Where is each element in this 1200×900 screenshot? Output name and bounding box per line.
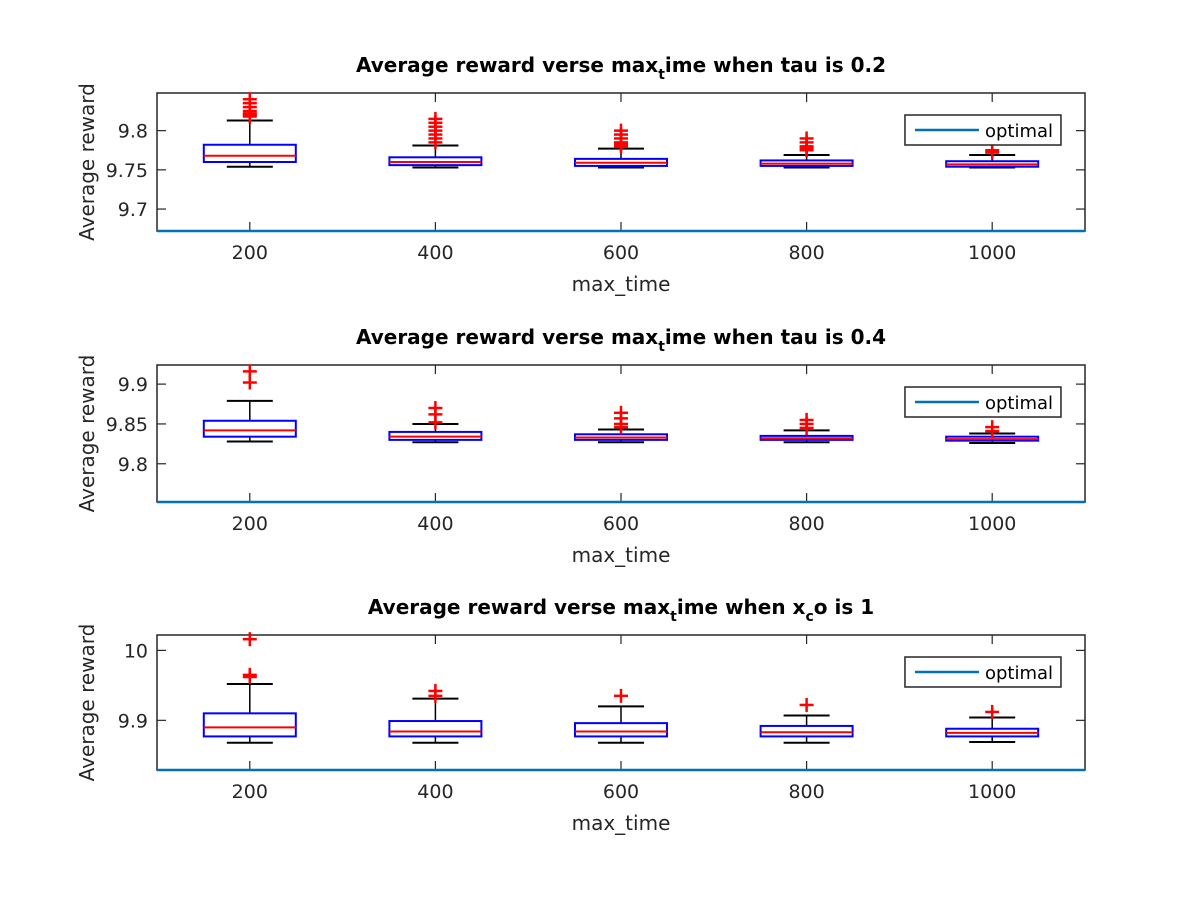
y-axis-label: Average reward	[75, 624, 99, 782]
box-1000	[945, 704, 1040, 744]
x-tick-label: 200	[232, 242, 268, 264]
chart-title-part: o is 1	[814, 595, 874, 619]
x-tick-label: 600	[603, 781, 639, 803]
legend-frame	[904, 114, 1062, 146]
chart-title-subscript: t	[658, 339, 665, 355]
x-axis-label: max_time	[572, 272, 671, 296]
x-tick-label: 600	[603, 242, 639, 264]
y-tick-label: 9.8	[118, 121, 148, 143]
outlier-point	[799, 412, 814, 427]
y-tick-label: 9.7	[118, 199, 148, 221]
legend-frame	[904, 386, 1062, 418]
box-800	[759, 412, 854, 444]
chart-title-part: Average reward verse max	[368, 595, 670, 619]
outlier-point	[985, 420, 1000, 435]
box-800	[759, 697, 854, 744]
x-tick-label: 800	[788, 513, 824, 535]
chart-title-part: ime when tau is 0.2	[665, 53, 886, 77]
legend: optimal	[904, 386, 1062, 418]
legend: optimal	[904, 656, 1062, 688]
outlier-point	[242, 667, 257, 682]
x-tick-label: 1000	[968, 513, 1016, 535]
outlier-point	[799, 131, 814, 146]
chart-title-part: Average reward verse max	[356, 53, 658, 77]
box-600	[574, 688, 668, 744]
outlier-point	[242, 632, 257, 647]
outlier-point	[428, 683, 443, 698]
box-iqr	[388, 720, 483, 738]
x-tick-label: 400	[417, 781, 453, 803]
y-tick-label: 9.9	[118, 710, 148, 732]
y-tick-label: 10	[124, 640, 148, 662]
chart-title: Average reward verse maxtime when tau is…	[356, 325, 886, 355]
outlier-point	[614, 688, 628, 703]
y-tick-label: 9.75	[106, 160, 148, 182]
box-600	[574, 123, 668, 169]
subplot-3: 9.9 10 200 400 600 800 1000 Average reward vers…	[75, 595, 1086, 835]
box-800	[759, 131, 854, 169]
x-tick-label: 1000	[968, 781, 1016, 803]
legend-label: optimal	[985, 121, 1053, 142]
x-axis-label: max_time	[572, 811, 671, 835]
box-1000	[945, 143, 1040, 169]
box-200	[202, 632, 297, 744]
x-tick-label: 800	[788, 242, 824, 264]
y-axis-label: Average reward	[75, 83, 99, 241]
outlier-point	[428, 401, 443, 416]
subplot-1: 9.7 9.75 9.8 200 400 600 800 1000 Average reward…	[75, 53, 1086, 296]
outlier-point	[242, 364, 257, 379]
chart-title: Average reward verse maxtime when tau is…	[356, 53, 886, 83]
box-iqr	[574, 722, 668, 738]
box-iqr	[202, 712, 297, 738]
x-axis-label: max_time	[572, 543, 671, 567]
outlier-point	[799, 697, 814, 712]
x-tick-label: 400	[417, 513, 453, 535]
legend: optimal	[904, 114, 1062, 146]
y-tick-label: 9.9	[118, 374, 148, 396]
box-400	[388, 683, 483, 744]
outlier-point	[428, 111, 443, 126]
x-tick-label: 400	[417, 242, 453, 264]
outlier-point	[614, 405, 628, 420]
box-iqr	[202, 419, 297, 438]
chart-title-part: ime when tau is 0.4	[665, 325, 886, 349]
legend-label: optimal	[985, 393, 1053, 414]
box-400	[388, 111, 483, 169]
x-tick-label: 200	[232, 781, 268, 803]
y-axis-label: Average reward	[75, 355, 99, 513]
y-tick-label: 9.8	[118, 454, 148, 476]
chart-title-subscript: t	[670, 609, 677, 625]
chart-title-part: Average reward verse max	[356, 325, 658, 349]
subplot-2: 9.8 9.85 9.9 200 400 600 800 1000 Average reward…	[75, 325, 1086, 567]
box-400	[388, 401, 483, 444]
box-iqr	[202, 143, 297, 163]
box-600	[574, 405, 668, 444]
box-200	[202, 92, 297, 168]
box-iqr	[759, 724, 854, 738]
outlier-point	[985, 704, 1000, 719]
x-tick-label: 800	[788, 781, 824, 803]
outlier-point	[614, 123, 628, 138]
chart-title-part: ime when x	[677, 595, 806, 619]
box-200	[202, 364, 297, 443]
chart-title-subscript: t	[658, 67, 665, 83]
x-tick-label: 600	[603, 513, 639, 535]
x-tick-label: 200	[232, 513, 268, 535]
outlier-point	[242, 92, 257, 107]
y-tick-label: 9.85	[106, 414, 148, 436]
chart-title: Average reward verse maxtime when xco is…	[368, 595, 874, 625]
x-tick-label: 1000	[968, 242, 1016, 264]
box-1000	[945, 420, 1040, 445]
chart-title-subscript: c	[805, 609, 813, 625]
legend-label: optimal	[985, 663, 1053, 684]
